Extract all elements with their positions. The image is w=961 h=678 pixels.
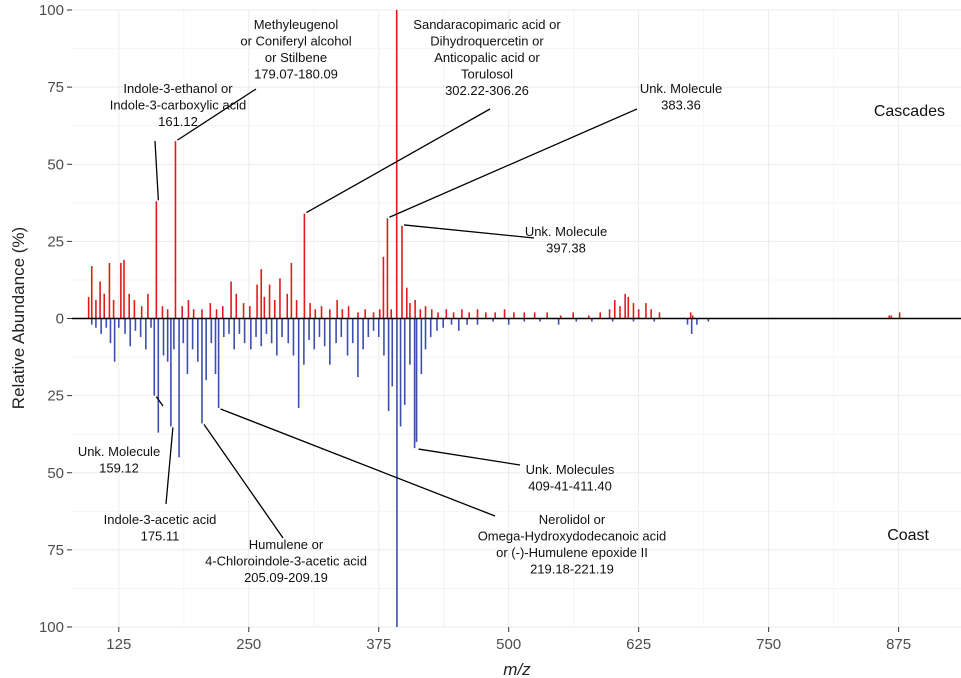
y-tick-label: 50 (47, 465, 64, 482)
annotation-leader (154, 140, 159, 201)
x-tick-label: 250 (236, 636, 261, 653)
annotation-text: 383.36 (661, 98, 701, 113)
y-tick-label: 50 (47, 156, 64, 173)
annotation-leader (155, 396, 164, 407)
annotation-text: Nerolidol or (539, 512, 606, 527)
annotation-text: 159.12 (99, 461, 139, 476)
annotation-leaders (154, 88, 638, 539)
annotation-text: 205.09-209.19 (244, 570, 328, 585)
annotation-text: Unk. Molecule (525, 224, 607, 239)
annotation-text: 302.22-306.26 (445, 83, 529, 98)
annotation-leader (418, 448, 521, 466)
y-axis-title: Relative Abundance (%) (9, 227, 28, 409)
y-tick-label: 25 (47, 233, 64, 250)
y-tick-label: 25 (47, 388, 64, 405)
annotation-text: 175.11 (141, 529, 180, 544)
annotation-leader (306, 108, 491, 214)
annotation-text: Anticopalic acid or (434, 50, 540, 65)
annotation-text: Methyleugenol (254, 17, 339, 32)
x-tick-label: 125 (106, 636, 131, 653)
annotation-text: 4-Chloroindole-3-acetic acid (205, 554, 367, 569)
x-tick-label: 500 (496, 636, 521, 653)
annotation-text: 397.38 (546, 241, 586, 256)
annotation-text: Unk. Molecule (78, 444, 160, 459)
annotation-text: Omega-Hydroxydodecanoic acid (478, 529, 667, 544)
annotation-text: Indole-3-ethanol or (123, 81, 233, 96)
annotation-text: Dihydroquercetin or (430, 34, 544, 49)
annotation-text: Unk. Molecules (526, 462, 615, 477)
annotation-text: Torulosol (461, 67, 513, 82)
x-axis-title: m/z (503, 660, 531, 678)
annotation-leader (220, 408, 496, 517)
x-tick-label: 375 (366, 636, 391, 653)
y-tick-label: 100 (39, 619, 64, 636)
annotation-leader (389, 108, 638, 218)
annotation-leader (165, 427, 174, 505)
x-tick-label: 625 (626, 636, 651, 653)
series-coast (90, 318, 710, 627)
y-axis-ticks: 100 75 50 25 0 25 50 75 100 (39, 2, 72, 636)
spectrum-series (87, 10, 901, 627)
annotation-leader (403, 224, 535, 239)
annotation-text: Humulene or (249, 537, 324, 552)
y-tick-label: 75 (47, 542, 64, 559)
x-tick-label: 750 (756, 636, 781, 653)
x-tick-label: 875 (886, 636, 911, 653)
annotation-text: 179.07-180.09 (254, 67, 338, 82)
y-tick-label: 75 (47, 79, 64, 96)
annotation-text: 219.18-221.19 (530, 562, 614, 577)
region-label-bottom: Coast (887, 527, 929, 544)
annotation-text: or Coniferyl alcohol (240, 34, 351, 49)
annotation-text: 161.12 (158, 114, 198, 129)
annotation-labels: Indole-3-ethanol or Indole-3-carboxylic a… (78, 17, 722, 585)
annotation-leader (177, 88, 257, 141)
annotation-text: Indole-3-carboxylic acid (110, 98, 247, 113)
annotation-leader (203, 424, 284, 539)
annotation-text: Sandaracopimaric acid or (413, 17, 561, 32)
annotation-text: Indole-3-acetic acid (104, 512, 217, 527)
annotation-text: 409-41-411.40 (528, 479, 612, 494)
annotation-text: or (-)-Humulene epoxide II (496, 545, 648, 560)
annotation-text: or Stilbene (265, 50, 327, 65)
annotation-text: Unk. Molecule (640, 81, 722, 96)
y-tick-label: 0 (56, 311, 64, 328)
x-axis-ticks: 125 250 375 500 625 750 875 (106, 627, 911, 653)
y-tick-label: 100 (39, 2, 64, 19)
region-label-top: Cascades (874, 103, 945, 120)
